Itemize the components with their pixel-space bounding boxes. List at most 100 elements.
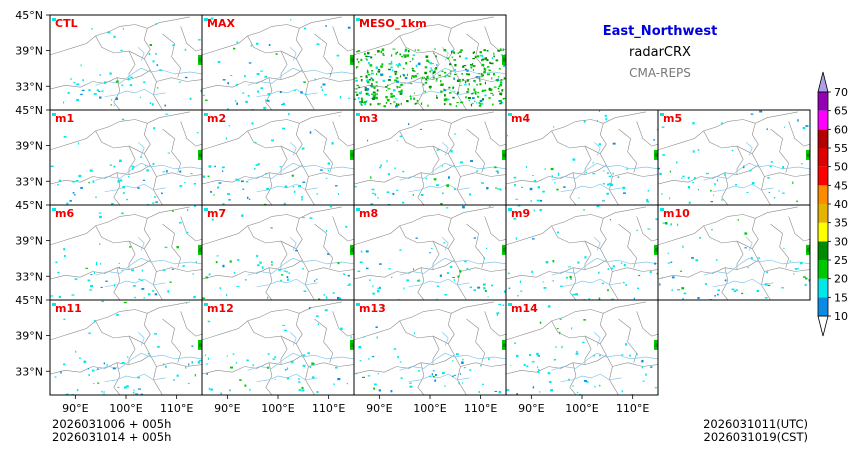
river-line bbox=[441, 237, 449, 251]
province-border bbox=[332, 216, 354, 242]
valid-times: 2026031011(UTC) 2026031019(CST) bbox=[703, 418, 808, 444]
panel-label: MAX bbox=[207, 17, 235, 30]
province-border bbox=[50, 354, 151, 375]
echo-patch-core bbox=[503, 152, 506, 157]
variable-title: radarCRX bbox=[629, 45, 691, 60]
province-border bbox=[751, 218, 771, 300]
province-border bbox=[569, 362, 577, 395]
lat-tick-label: 33°N bbox=[15, 80, 43, 93]
colorbar-segment bbox=[818, 278, 828, 298]
lon-tick-label: 100°E bbox=[109, 402, 142, 415]
echo-patch-core bbox=[199, 247, 202, 252]
river-line bbox=[703, 257, 810, 276]
province-border bbox=[202, 164, 303, 185]
province-border bbox=[308, 172, 354, 177]
province-border bbox=[658, 164, 759, 185]
province-border bbox=[247, 35, 297, 59]
panel-m13: m13 bbox=[353, 299, 507, 396]
province-border bbox=[460, 362, 506, 367]
lat-tick-label: 33°N bbox=[15, 175, 43, 188]
river-line bbox=[247, 67, 354, 86]
river-line bbox=[593, 237, 601, 251]
river-line bbox=[247, 257, 354, 276]
river-line bbox=[104, 88, 166, 98]
province-border bbox=[354, 111, 494, 151]
echo-marker bbox=[356, 18, 360, 21]
colorbar-tick-label: 15 bbox=[834, 291, 848, 304]
colorbar-extend-min bbox=[817, 315, 829, 337]
province-border bbox=[95, 130, 145, 154]
province-border bbox=[484, 121, 506, 147]
colorbar-segment bbox=[818, 185, 828, 204]
panel-m11: m11 bbox=[49, 299, 203, 396]
province-border bbox=[143, 28, 163, 110]
panel-label: m6 bbox=[55, 207, 74, 220]
river-line bbox=[408, 183, 470, 193]
lon-tick-label: 90°E bbox=[62, 402, 88, 415]
province-border bbox=[113, 267, 121, 300]
province-border bbox=[612, 267, 658, 272]
river-line bbox=[712, 183, 774, 193]
province-border bbox=[95, 320, 145, 344]
province-border bbox=[156, 77, 202, 82]
panel-m1: m1 bbox=[49, 109, 203, 206]
province-border bbox=[788, 216, 810, 242]
echo-patch-core bbox=[351, 57, 354, 62]
panel-label: CTL bbox=[55, 17, 78, 30]
province-border bbox=[399, 320, 449, 344]
colorbar-tick-label: 70 bbox=[834, 86, 848, 99]
panel-label: m8 bbox=[359, 207, 378, 220]
lat-tick-label: 45°N bbox=[15, 199, 43, 212]
province-border bbox=[265, 77, 273, 110]
panel-m6: m6 bbox=[49, 204, 203, 301]
lon-tick-label: 110°E bbox=[312, 402, 345, 415]
river-line bbox=[289, 332, 297, 346]
lon-tick-label: 90°E bbox=[366, 402, 392, 415]
province-border bbox=[770, 223, 790, 268]
province-border bbox=[50, 164, 151, 185]
echo-marker bbox=[204, 113, 208, 116]
river-line bbox=[408, 88, 470, 98]
lat-tick-label: 45°N bbox=[15, 9, 43, 22]
colorbar-segment bbox=[818, 241, 828, 260]
province-border bbox=[180, 311, 202, 337]
echo-marker bbox=[508, 208, 512, 211]
province-border bbox=[506, 301, 646, 341]
province-border bbox=[354, 69, 455, 90]
river-line bbox=[95, 352, 202, 371]
river-line bbox=[137, 332, 145, 346]
province-border bbox=[612, 172, 658, 177]
lat-tick-label: 33°N bbox=[15, 270, 43, 283]
panel-frame bbox=[657, 204, 811, 301]
province-border bbox=[506, 259, 607, 280]
lat-tick-label: 39°N bbox=[15, 140, 43, 153]
province-border bbox=[95, 225, 145, 249]
province-border bbox=[162, 128, 182, 173]
river-line bbox=[95, 162, 202, 181]
river-line bbox=[104, 183, 166, 193]
province-border bbox=[484, 216, 506, 242]
panel-m14: m14 bbox=[505, 299, 659, 396]
province-border bbox=[50, 16, 190, 56]
panel-m5: m5 bbox=[657, 109, 811, 206]
province-border bbox=[618, 318, 638, 363]
echo-patch-core bbox=[199, 152, 202, 157]
province-border bbox=[265, 267, 273, 300]
province-border bbox=[599, 123, 619, 205]
colorbar-tick-label: 55 bbox=[834, 142, 848, 155]
panel-MESO_1km: MESO_1km bbox=[353, 14, 507, 111]
province-border bbox=[180, 121, 202, 147]
echo-marker bbox=[356, 113, 360, 116]
province-border bbox=[569, 172, 577, 205]
lat-tick-label: 45°N bbox=[15, 104, 43, 117]
province-border bbox=[417, 77, 425, 110]
river-line bbox=[560, 278, 622, 288]
province-border bbox=[265, 362, 273, 395]
valid-time-cst: 2026031019(CST) bbox=[703, 430, 809, 444]
colorbar-tick-label: 45 bbox=[834, 179, 848, 192]
echo-patch-core bbox=[199, 342, 202, 347]
lat-tick-label: 33°N bbox=[15, 365, 43, 378]
valid-time-utc: 2026031011(UTC) bbox=[703, 417, 808, 431]
river-line bbox=[95, 67, 202, 86]
colorbar-tick-label: 65 bbox=[834, 105, 848, 118]
